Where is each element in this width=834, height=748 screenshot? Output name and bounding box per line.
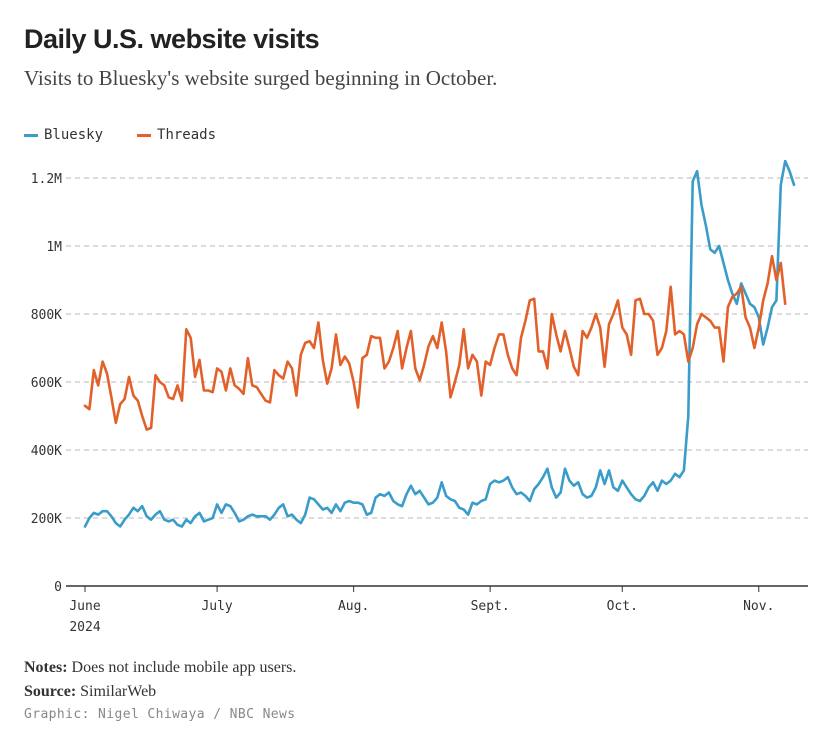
series-layer	[83, 160, 796, 528]
legend-swatch-bluesky	[24, 133, 38, 137]
y-tick-label-2: 400K	[31, 444, 62, 459]
notes-text: Does not include mobile app users.	[71, 659, 297, 676]
legend-item-bluesky: Bluesky	[24, 127, 103, 143]
x-tick-label-5: Nov.	[743, 599, 774, 614]
series-line-bluesky	[83, 160, 796, 528]
axis-layer: 0 200K 400K 600K 800K 1M 1.2M June 2024 July Aug. S…	[31, 172, 808, 635]
chart-title: Daily U.S. website visits	[24, 24, 320, 54]
footer: Notes: Does not include mobile app users…	[24, 656, 296, 726]
y-tick-label-5: 1M	[46, 240, 62, 255]
x-tick-label-2: Aug.	[338, 599, 369, 614]
legend-item-threads: Threads	[137, 127, 216, 143]
series-line-threads	[83, 254, 787, 431]
chart-subtitle: Visits to Bluesky's website surged begin…	[24, 66, 498, 90]
x-tick-label-4: Oct.	[607, 599, 638, 614]
y-tick-label-1: 200K	[31, 512, 62, 527]
x-tick-sublabel-0: 2024	[69, 620, 100, 635]
legend-label-threads: Threads	[157, 127, 217, 143]
grid-layer	[66, 177, 808, 519]
y-tick-label-6: 1.2M	[31, 172, 62, 187]
source-text: SimilarWeb	[80, 683, 157, 700]
legend-label-bluesky: Bluesky	[44, 127, 104, 143]
source-line: Source: SimilarWeb	[24, 680, 296, 704]
x-tick-label-1: July	[201, 599, 232, 614]
x-tick-label-0: June	[69, 599, 100, 614]
legend-swatch-threads	[137, 133, 152, 137]
credit-line: Graphic: Nigel Chiwaya / NBC News	[24, 707, 296, 722]
source-label: Source:	[24, 683, 77, 700]
notes-line: Notes: Does not include mobile app users…	[24, 656, 296, 680]
x-tick-label-3: Sept.	[471, 599, 510, 614]
notes-label: Notes:	[24, 659, 68, 676]
y-tick-label-0: 0	[54, 580, 62, 595]
legend: Bluesky Threads	[24, 127, 216, 143]
y-tick-label-3: 600K	[31, 376, 62, 391]
line-chart: 0 200K 400K 600K 800K 1M 1.2M June 2024 July Aug. S…	[31, 160, 808, 635]
y-tick-label-4: 800K	[31, 308, 62, 323]
